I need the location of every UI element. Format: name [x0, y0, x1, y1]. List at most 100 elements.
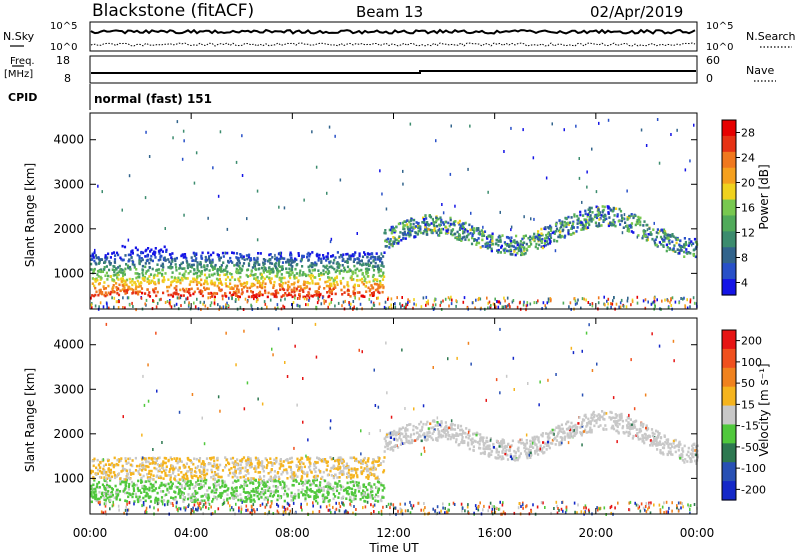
velocity-cell — [410, 441, 413, 445]
velocity-cell — [297, 467, 300, 471]
velocity-cell — [167, 474, 170, 477]
power-cell — [148, 282, 151, 285]
velocity-cell — [185, 483, 188, 486]
velocity-cell — [377, 459, 380, 463]
velocity-cell — [529, 439, 532, 443]
velocity-cell — [359, 459, 362, 462]
velocity-cell — [162, 490, 165, 493]
power-cell — [205, 268, 208, 271]
velocity-cell — [602, 428, 605, 431]
velocity-cell — [221, 482, 224, 485]
power-cell — [573, 297, 576, 301]
velocity-cell — [334, 482, 337, 485]
power-cell — [246, 300, 249, 304]
power-cell — [596, 225, 599, 228]
power-cell — [127, 266, 130, 269]
power-cell — [154, 287, 157, 290]
power-cell — [400, 305, 402, 309]
velocity-cell — [407, 435, 410, 438]
power-cell — [290, 293, 293, 297]
power-cell — [391, 225, 394, 229]
velocity-cell — [244, 483, 247, 486]
velocity-cell — [339, 488, 343, 491]
velocity-cell — [260, 487, 264, 491]
power-cell — [580, 306, 582, 310]
velocity-cell — [187, 469, 190, 473]
power-cell — [177, 276, 180, 280]
power-cell — [235, 160, 238, 164]
power-cell — [442, 227, 445, 231]
velocity-cell — [119, 482, 122, 486]
power-cell — [95, 277, 98, 281]
velocity-cell — [285, 468, 288, 471]
velocity-cell — [288, 465, 291, 469]
velocity-cell — [252, 477, 255, 480]
velocity-cell — [311, 490, 314, 493]
power-cell — [584, 209, 587, 213]
power-cell — [461, 225, 464, 228]
power-cell — [117, 293, 121, 297]
power-cell — [512, 299, 515, 302]
power-cell — [350, 302, 352, 306]
power-cell — [338, 264, 341, 267]
velocity-cell — [434, 424, 437, 427]
power-cell — [354, 268, 357, 272]
power-cell — [565, 222, 568, 225]
power-cell — [341, 264, 344, 267]
velocity-cell — [495, 448, 499, 452]
power-cell — [129, 267, 132, 271]
power-cell — [138, 259, 141, 262]
power-cell — [643, 220, 646, 223]
power-cell — [227, 259, 230, 263]
power-cell — [597, 296, 600, 300]
power-cell — [217, 278, 220, 282]
velocity-cell — [563, 438, 566, 441]
power-cell — [389, 228, 393, 232]
velocity-cell — [251, 490, 255, 493]
velocity-cell — [217, 475, 220, 478]
power-cell — [283, 305, 286, 309]
power-cell — [489, 243, 492, 247]
power-cell — [299, 285, 302, 288]
velocity-cell — [400, 440, 403, 443]
power-cell — [487, 306, 489, 310]
velocity-cell — [645, 426, 648, 430]
power-cell — [194, 259, 197, 262]
velocity-cell — [155, 475, 158, 478]
power-cell — [361, 255, 365, 259]
velocity-cell — [176, 457, 179, 460]
velocity-cell — [162, 460, 165, 463]
power-cell — [372, 259, 375, 263]
power-cell — [576, 301, 578, 305]
power-cell — [678, 243, 681, 247]
velocity-cell — [230, 491, 233, 495]
power-cell — [310, 274, 313, 277]
velocity-cell — [400, 438, 403, 441]
velocity-cell — [252, 498, 255, 502]
velocity-cell — [105, 492, 108, 495]
power-cell — [609, 221, 612, 224]
power-cell — [263, 285, 267, 289]
power-cell — [232, 287, 235, 290]
power-cell — [199, 261, 202, 264]
power-cell — [497, 240, 500, 243]
power-cell — [693, 237, 697, 241]
velocity-cell — [174, 466, 177, 470]
velocity-cell — [364, 461, 367, 464]
power-cell — [146, 280, 149, 284]
velocity-cell — [380, 482, 383, 485]
power-cell — [468, 223, 471, 227]
velocity-cell — [336, 468, 340, 471]
power-cell — [174, 263, 177, 266]
power-cell — [227, 304, 230, 307]
velocity-cell — [187, 465, 191, 469]
power-cell — [545, 236, 548, 240]
power-cell — [203, 264, 206, 267]
velocity-cell — [163, 461, 166, 465]
velocity-cell — [177, 469, 180, 472]
power-cell — [432, 218, 434, 222]
power-cell — [607, 211, 610, 214]
power-cell — [298, 296, 301, 300]
velocity-cell — [250, 494, 253, 497]
power-cell — [165, 250, 168, 253]
